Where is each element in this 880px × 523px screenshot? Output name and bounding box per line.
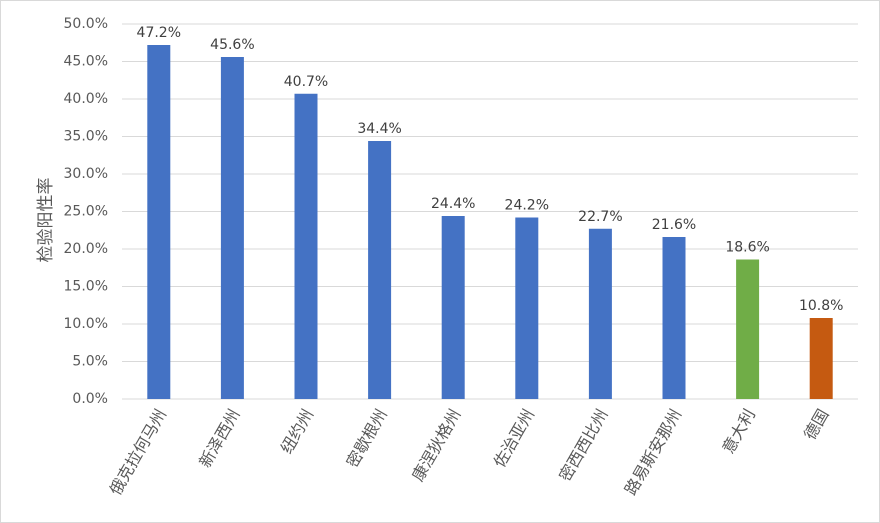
y-tick-label: 5.0% bbox=[72, 354, 108, 370]
y-axis-label: 检验阳性率 bbox=[36, 178, 56, 263]
bar bbox=[736, 259, 760, 399]
bar bbox=[515, 217, 539, 399]
x-category-label: 密歇根州 bbox=[342, 406, 390, 471]
y-tick-label: 50.0% bbox=[64, 16, 108, 32]
bar bbox=[147, 45, 171, 399]
x-category-label: 密西西比州 bbox=[555, 406, 611, 485]
y-tick-label: 10.0% bbox=[64, 316, 108, 332]
data-label: 22.7% bbox=[578, 209, 622, 225]
x-category-label: 意大利 bbox=[718, 406, 758, 457]
data-label: 10.8% bbox=[799, 298, 843, 314]
data-label: 45.6% bbox=[210, 37, 254, 53]
x-category-labels: 俄克拉何马州 新泽西州 纽约州 密歇根州 康涅狄格州 佐治亚州 密西西比州 路易斯安那州 意大利… bbox=[106, 406, 833, 499]
data-label: 34.4% bbox=[357, 121, 401, 137]
x-category-label: 德国 bbox=[800, 406, 832, 443]
y-tick-label: 25.0% bbox=[64, 204, 108, 220]
x-category-label: 纽约州 bbox=[277, 406, 317, 457]
y-tick-label: 40.0% bbox=[64, 91, 108, 107]
y-tick-labels: 0.0% 5.0% 10.0% 15.0% 20.0% 25.0% 30.0% 35.0% 40… bbox=[64, 16, 108, 407]
y-tick-label: 20.0% bbox=[64, 241, 108, 257]
x-category-label: 佐治亚州 bbox=[490, 406, 538, 471]
bar bbox=[220, 57, 244, 399]
data-label: 24.2% bbox=[505, 198, 549, 214]
bar bbox=[662, 237, 686, 399]
data-labels: 47.2% 45.6% 40.7% 34.4% 24.4% 24.2% 22.7% 21.6%… bbox=[137, 25, 844, 314]
data-label: 47.2% bbox=[137, 25, 181, 41]
bar bbox=[809, 318, 833, 399]
y-tick-label: 15.0% bbox=[64, 279, 108, 295]
y-tick-label: 30.0% bbox=[64, 166, 108, 182]
bar bbox=[368, 141, 392, 399]
bar bbox=[294, 93, 318, 399]
gridlines bbox=[122, 23, 858, 400]
data-label: 24.4% bbox=[431, 196, 475, 212]
bar bbox=[588, 228, 612, 399]
x-category-label: 俄克拉何马州 bbox=[106, 406, 170, 499]
x-category-label: 康涅狄格州 bbox=[408, 406, 464, 485]
bars bbox=[147, 45, 833, 399]
x-category-label: 新泽西州 bbox=[195, 406, 243, 471]
y-tick-label: 35.0% bbox=[64, 129, 108, 145]
x-category-label: 路易斯安那州 bbox=[621, 406, 685, 499]
y-tick-label: 45.0% bbox=[64, 54, 108, 70]
bar bbox=[441, 216, 465, 399]
data-label: 21.6% bbox=[652, 217, 696, 233]
data-label: 18.6% bbox=[725, 240, 769, 256]
data-label: 40.7% bbox=[284, 74, 328, 90]
y-tick-label: 0.0% bbox=[72, 391, 108, 407]
